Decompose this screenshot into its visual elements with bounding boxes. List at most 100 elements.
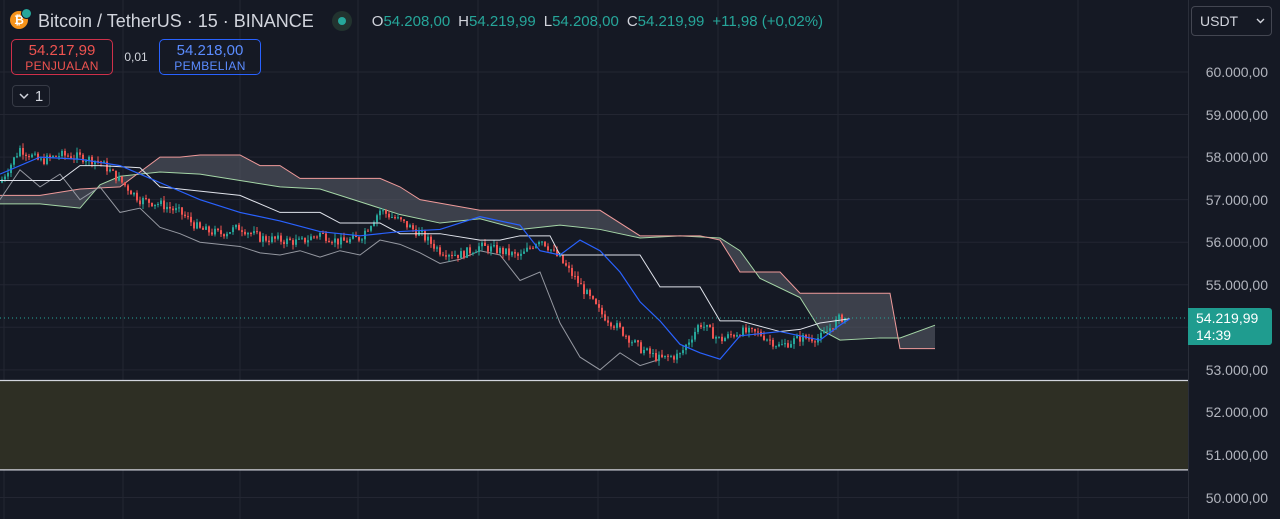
sell-button[interactable]: 54.217,99 PENJUALAN — [11, 39, 113, 75]
chevron-down-icon — [19, 92, 29, 99]
ichimoku-cloud — [0, 154, 935, 349]
buy-button[interactable]: 54.218,00 PEMBELIAN — [159, 39, 261, 75]
candle-up — [229, 232, 231, 234]
candle-down — [385, 210, 387, 214]
candle-up — [679, 353, 681, 355]
candle-down — [577, 276, 579, 284]
candle-down — [757, 331, 759, 333]
price-axis[interactable]: 60.000,00 59.000,00 58.000,00 57.000,00 56.0… — [1188, 0, 1280, 519]
candle-down — [130, 190, 132, 195]
ohlc-key: L — [543, 12, 553, 30]
candle-up — [736, 335, 738, 337]
candle-down — [316, 236, 318, 238]
indicators-count: 1 — [34, 87, 44, 105]
candle-down — [124, 182, 126, 186]
candle-up — [691, 339, 693, 343]
candle-down — [304, 237, 306, 243]
candle-up — [88, 156, 90, 162]
candle-up — [658, 354, 660, 361]
candle-down — [97, 160, 99, 162]
candle-up — [409, 225, 411, 228]
ohlc-item: O54.208,00 — [372, 13, 450, 30]
candle-down — [442, 254, 444, 256]
candle-up — [298, 238, 300, 240]
indicators-toggle-button[interactable]: 1 — [12, 85, 50, 107]
currency-select[interactable]: USDT — [1191, 6, 1272, 36]
candle-down — [328, 240, 330, 243]
candle-down — [529, 247, 531, 249]
senkou-span-b-line — [0, 154, 935, 350]
candle-up — [694, 331, 696, 340]
candle-down — [115, 170, 117, 181]
chart-canvas[interactable] — [0, 0, 1188, 519]
candle-up — [4, 176, 6, 180]
candle-up — [793, 338, 795, 345]
candle-down — [637, 340, 639, 343]
candle-up — [232, 227, 234, 233]
ohlc-key: H — [458, 12, 470, 30]
candle-down — [604, 314, 606, 321]
candle-down — [199, 222, 201, 228]
market-status-icon[interactable] — [331, 11, 352, 31]
candle-down — [343, 237, 345, 241]
candle-down — [568, 265, 570, 269]
candle-up — [340, 237, 342, 245]
candle-up — [58, 156, 60, 158]
candle-up — [382, 210, 384, 212]
candle-up — [472, 252, 474, 254]
candle-down — [274, 236, 276, 239]
candle-up — [253, 231, 255, 234]
candle-up — [454, 254, 456, 256]
candle-down — [70, 156, 72, 159]
candle-down — [841, 314, 843, 322]
candle-up — [349, 238, 351, 243]
candle-down — [331, 242, 333, 244]
candle-down — [496, 245, 498, 254]
candle-up — [742, 327, 744, 336]
candle-up — [196, 222, 198, 229]
ohlc-item: L54.208,00 — [544, 13, 619, 30]
candle-down — [655, 353, 657, 361]
candle-up — [61, 150, 63, 157]
candle-up — [466, 247, 468, 258]
ohlc-value: 54.219,99 — [469, 12, 536, 30]
candle-up — [370, 226, 372, 231]
price-tick-label: 51.000,00 — [1205, 446, 1268, 463]
spread-value: 0,01 — [124, 50, 148, 64]
candle-up — [718, 336, 720, 338]
candle-down — [172, 208, 174, 211]
candle-up — [688, 342, 690, 345]
price-chart[interactable] — [0, 0, 1188, 519]
candle-up — [631, 342, 633, 344]
candle-down — [313, 236, 315, 238]
candle-up — [796, 335, 798, 339]
candle-up — [76, 152, 78, 159]
candle-up — [817, 338, 819, 343]
candle-down — [187, 216, 189, 218]
candle-up — [538, 242, 540, 245]
candle-up — [838, 314, 840, 320]
candle-up — [481, 242, 483, 247]
candle-up — [697, 325, 699, 332]
trade-panel: 54.217,99 PENJUALAN 0,01 54.218,00 PEMBE… — [11, 39, 261, 75]
candle-up — [643, 349, 645, 354]
candle-down — [241, 230, 243, 232]
candle-up — [616, 323, 618, 328]
candle-down — [325, 233, 327, 241]
candle-up — [802, 334, 804, 342]
candle-down — [502, 247, 504, 255]
candle-up — [142, 198, 144, 205]
candle-up — [670, 356, 672, 358]
candle-up — [352, 235, 354, 239]
symbol-title[interactable]: Bitcoin / TetherUS · 15 · BINANCE — [38, 10, 314, 31]
candle-up — [166, 206, 168, 210]
candle-down — [394, 217, 396, 219]
candle-down — [508, 248, 510, 256]
ohlc-value: 54.208,00 — [552, 12, 619, 30]
candle-down — [256, 231, 258, 233]
candle-up — [664, 355, 666, 358]
candle-up — [214, 228, 216, 235]
ohlc-item: H54.219,99 — [458, 13, 536, 30]
candle-down — [433, 243, 435, 249]
candle-down — [82, 154, 84, 163]
